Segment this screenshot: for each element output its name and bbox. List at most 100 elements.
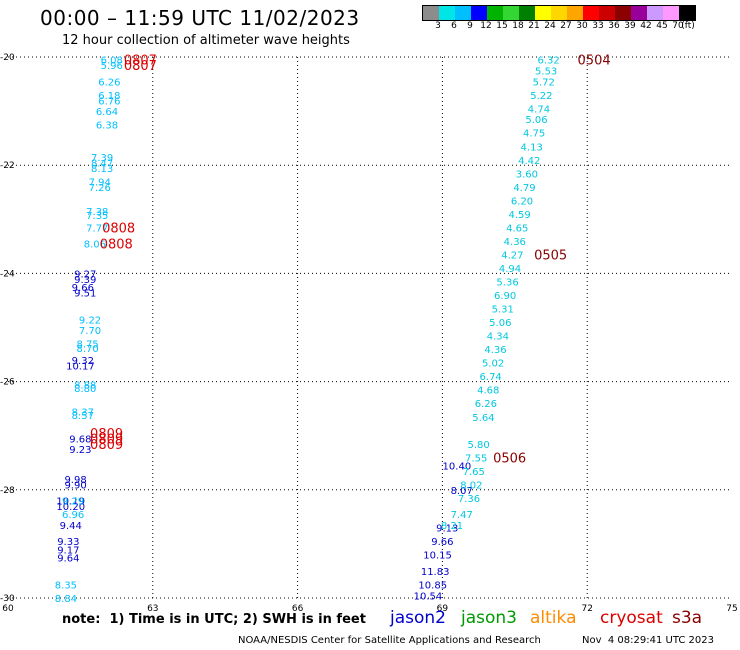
color-scale-label: (ft) (681, 21, 695, 31)
data-point-label: 9.13 (436, 524, 458, 535)
color-scale-cell (455, 6, 471, 20)
color-scale-cell (503, 6, 519, 20)
data-point-label: 10.40 (443, 461, 472, 472)
color-scale-label: 21 (528, 21, 540, 31)
data-point-label: 5.06 (525, 115, 547, 126)
legend-jason2: jason2 (390, 608, 446, 628)
data-point-label: 8.02 (460, 480, 482, 491)
time-label: 0809 (90, 438, 123, 453)
time-label: 0506 (493, 451, 526, 466)
data-point-label: 9.17 (57, 545, 79, 556)
x-tick-label: 72 (581, 604, 592, 614)
data-point-label: 9.22 (79, 315, 101, 326)
data-point-label: 9.32 (72, 356, 94, 367)
x-tick-label: 63 (147, 604, 158, 614)
footer-timestamp: Nov 4 08:29:41 UTC 2023 (582, 635, 714, 646)
data-point-label: 4.42 (518, 156, 540, 167)
data-point-label: 7.35 (86, 211, 108, 222)
legend-altika: altika (530, 608, 577, 628)
data-point-label: 9.66 (431, 537, 453, 548)
data-point-label: 6.96 (62, 510, 84, 521)
data-point-label: 4.75 (523, 129, 545, 140)
data-point-label: 9.68 (69, 434, 91, 445)
color-scale-label: 12 (480, 21, 492, 31)
data-point-label: 4.79 (513, 183, 535, 194)
color-scale-cell (519, 6, 535, 20)
data-point-label: 9.90 (64, 480, 86, 491)
time-label: 0504 (578, 54, 611, 69)
data-point-label: 11.83 (421, 567, 450, 578)
color-scale-label: 24 (544, 21, 556, 31)
data-point-label: 8.75 (77, 340, 99, 351)
color-scale-label: 42 (640, 21, 652, 31)
data-point-label: 9.66 (72, 283, 94, 294)
data-point-label: 10.17 (66, 361, 95, 372)
data-point-label: 4.27 (501, 250, 523, 261)
color-scale-cell (487, 6, 503, 20)
color-scale-cell (439, 6, 455, 20)
time-label: 0808 (100, 238, 133, 253)
data-point-label: 5.96 (101, 61, 123, 72)
data-point-label: 7.55 (465, 453, 487, 464)
color-scale-label: 15 (496, 21, 508, 31)
y-tick-label: -24 (0, 269, 15, 279)
data-point-label: 9.39 (74, 275, 96, 286)
data-point-label: 6.64 (96, 107, 118, 118)
data-point-label: 9.33 (57, 537, 79, 548)
data-point-label: 6.90 (494, 291, 516, 302)
data-point-label: 8.35 (55, 580, 77, 591)
time-label: 0807 (124, 59, 157, 74)
data-point-label: 8.88 (74, 380, 96, 391)
data-point-label: 7.70 (79, 326, 101, 337)
data-point-label: 8.21 (441, 521, 463, 532)
data-point-label: 4.65 (506, 223, 528, 234)
data-point-label: 8.07 (451, 486, 473, 497)
color-scale-cell (551, 6, 567, 20)
data-point-label: 5.22 (530, 91, 552, 102)
color-scale-label: 36 (608, 21, 620, 31)
data-point-label: 3.60 (516, 169, 538, 180)
color-scale-cell (647, 6, 663, 20)
time-label: 0505 (534, 248, 567, 263)
color-scale-cell (599, 6, 615, 20)
legend-cryosat: cryosat (600, 608, 663, 628)
time-label: 0809 (90, 427, 123, 442)
color-scale-label: 45 (656, 21, 668, 31)
data-point-label: 6.18 (98, 91, 120, 102)
color-scale-cell (679, 6, 695, 20)
data-point-label: 5.02 (482, 359, 504, 370)
data-point-label: 10.15 (423, 551, 452, 562)
data-point-label: 10.19 (56, 497, 85, 508)
data-point-label: 7.77 (86, 223, 108, 234)
x-tick-label: 60 (2, 604, 14, 614)
color-scale-cell (423, 6, 439, 20)
data-point-label: 5.06 (489, 318, 511, 329)
data-point-label: 8.06 (84, 240, 106, 251)
y-tick-label: -28 (0, 486, 15, 496)
y-tick-label: -22 (0, 161, 15, 171)
data-point-label: 9.51 (74, 288, 96, 299)
data-point-label: 7.38 (86, 207, 108, 218)
data-point-label: 4.59 (508, 210, 530, 221)
data-point-label: 5.36 (496, 278, 518, 289)
data-point-label: 7.26 (89, 183, 111, 194)
color-scale-label: 9 (467, 21, 473, 31)
data-point-label: 8.47 (91, 158, 113, 169)
footer-organization: NOAA/NESDIS Center for Satellite Applica… (238, 635, 541, 646)
legend-s3a: s3a (672, 608, 703, 628)
data-point-label: 9.29 (62, 497, 84, 508)
data-point-label: 7.94 (89, 177, 111, 188)
color-scale-cell (471, 6, 487, 20)
data-point-label: 5.80 (467, 440, 489, 451)
color-scale-label: 30 (576, 21, 588, 31)
color-scale-label: 33 (592, 21, 604, 31)
data-point-label: 7.65 (463, 467, 485, 478)
data-point-label: 6.26 (475, 399, 497, 410)
data-point-label: 6.26 (98, 77, 120, 88)
legend-jason3: jason3 (461, 608, 517, 628)
data-point-label: 6.38 (96, 121, 118, 132)
data-point-label: 6.74 (480, 372, 502, 383)
data-point-label: 9.44 (60, 521, 82, 532)
time-label: 0808 (102, 221, 135, 236)
